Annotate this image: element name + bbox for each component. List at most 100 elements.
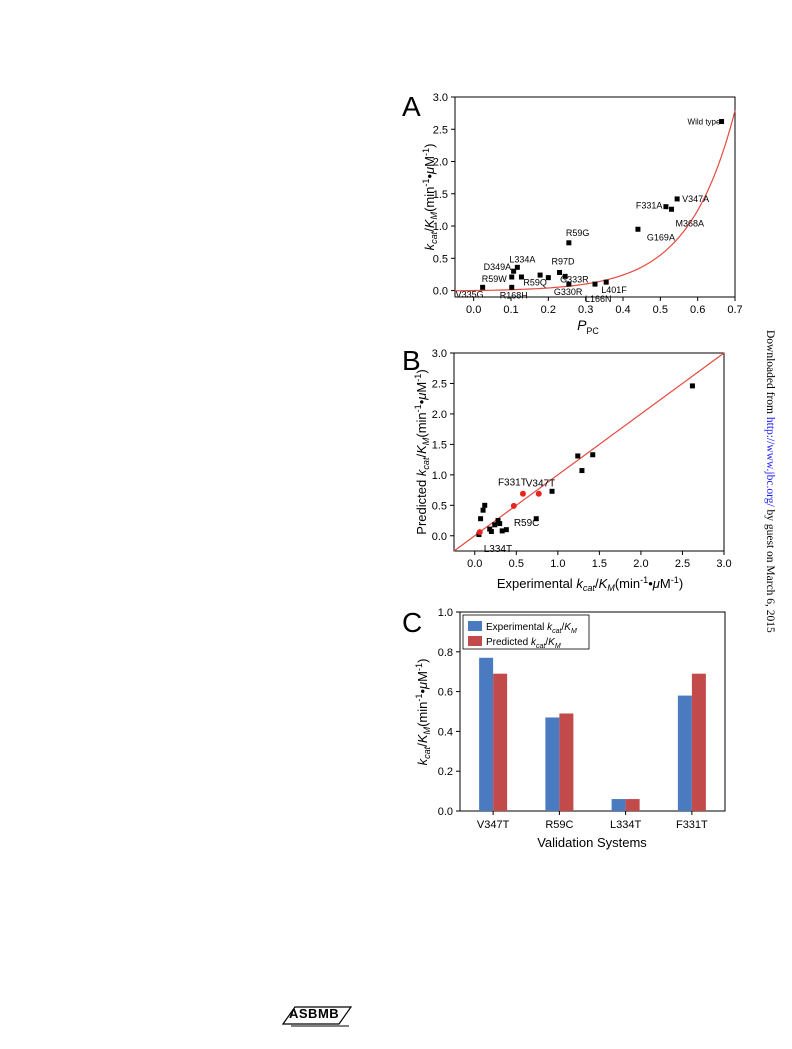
point-label: R59G [566, 228, 590, 238]
point-label: R59W [482, 274, 508, 284]
legend-label: Experimental kcat/KM [486, 622, 577, 635]
x-tick-label: 0.0 [466, 304, 481, 316]
data-point [509, 274, 515, 280]
validation-point [519, 490, 526, 497]
training-point [575, 453, 581, 459]
x-tick-label: 0.6 [690, 304, 705, 316]
point-label: L334A [509, 254, 535, 264]
y-tick-label: 0.0 [438, 806, 453, 818]
y-tick-label: 0.5 [433, 253, 448, 265]
training-point [492, 522, 498, 528]
x-tick-label: 2.5 [675, 558, 690, 570]
panel-a-frame [454, 96, 736, 298]
training-point [590, 452, 596, 458]
training-point [482, 502, 488, 508]
x-axis-label: PPC [577, 317, 599, 336]
y-axis-label-text: kcat/KM(min-1•μM-1) [414, 659, 432, 766]
data-point [674, 196, 680, 202]
panel-a-letter: A [402, 91, 421, 122]
y-tick-label: 0.8 [438, 647, 453, 659]
y-tick-label: 3.0 [432, 348, 447, 360]
bar-predicted [559, 713, 574, 811]
logo-text: ASBMB [289, 1006, 340, 1021]
point-label: F331A [636, 201, 663, 211]
x-tick-label: 0.5 [653, 304, 668, 316]
download-link[interactable]: http://www.jbc.org/ [764, 416, 776, 507]
y-tick-label: 0.0 [432, 531, 447, 543]
training-point [488, 529, 494, 535]
x-tick-label: 0.1 [503, 304, 518, 316]
x-tick-label: 1.0 [550, 558, 565, 570]
point-label: G333R [560, 274, 589, 284]
panel-c-letter: C [402, 607, 422, 638]
data-point [557, 269, 563, 275]
x-tick-label: 2.0 [633, 558, 648, 570]
bar-experimental [479, 657, 494, 811]
x-axis-label-text: Experimental kcat/KM(min-1•μM-1) [497, 575, 683, 593]
data-point [518, 274, 524, 280]
point-label: R97D [552, 256, 576, 266]
y-tick-label: 0.4 [438, 726, 453, 738]
data-point [562, 273, 568, 279]
y-tick-label: 0.2 [438, 766, 453, 778]
validation-point [510, 502, 517, 509]
training-point [689, 383, 695, 389]
data-point [566, 240, 572, 246]
bar-experimental [545, 717, 560, 811]
training-point [549, 488, 555, 494]
y-tick-label: 2.0 [432, 409, 447, 421]
validation-point [535, 490, 542, 497]
training-point [478, 516, 484, 522]
bar-predicted [625, 799, 640, 811]
download-prefix: Downloaded from [764, 330, 776, 414]
training-point [533, 516, 539, 522]
panel-c: C 0.0 0.2 0.4 0.6 0.8 1.0 V347T R59C L334T F331T Ex… [402, 607, 726, 850]
validation-label: R59C [514, 518, 540, 529]
bar-experimental [611, 799, 626, 811]
data-point [603, 279, 609, 285]
data-point [509, 284, 515, 290]
training-point [495, 518, 501, 524]
data-point [545, 275, 551, 281]
validation-label: V347T [526, 479, 555, 490]
x-tick-label: 1.5 [592, 558, 607, 570]
y-tick-label: 1.5 [432, 439, 447, 451]
y-axis-label: kcat/KM(min-1•μM-1) [421, 144, 439, 251]
training-point [497, 521, 503, 527]
y-tick-label: 0.6 [438, 687, 453, 699]
bar-predicted [691, 673, 706, 811]
point-label: V335G [456, 289, 484, 299]
y-tick-label: 1.5 [433, 189, 448, 201]
legend-box [462, 614, 590, 650]
x-tick-label: 0.5 [509, 558, 524, 570]
category-label: V347T [477, 819, 510, 831]
y-tick-label: 2.5 [433, 124, 448, 136]
x-tick-label: 0.4 [615, 304, 630, 316]
data-point [511, 268, 517, 274]
panel-a: A 0.0 0.1 0.2 0.3 0.4 0.5 0.6 0.7 0.0 0.5 1.0 1.5 2.0… [402, 91, 743, 336]
point-label: D349A [484, 262, 512, 272]
point-label: M368A [676, 218, 705, 228]
bar-predicted [493, 673, 508, 811]
y-tick-label: 1.0 [433, 221, 448, 233]
x-tick-label: 0.7 [727, 304, 742, 316]
panel-b-letter: B [402, 345, 421, 376]
validation-point [476, 529, 483, 536]
legend-label: Predicted kcat/KM [486, 637, 561, 650]
data-point [663, 204, 669, 210]
y-tick-label: 3.0 [433, 92, 448, 104]
x-tick-label: 3.0 [716, 558, 731, 570]
y-tick-label: 2.0 [433, 157, 448, 169]
panel-b-frame [453, 352, 725, 552]
identity-line [453, 352, 725, 552]
validation-label: L334T [484, 544, 512, 555]
y-tick-label: 0.0 [433, 286, 448, 298]
y-axis-label-text: kcat/KM(min-1•μM-1) [421, 144, 439, 251]
training-point [499, 528, 505, 534]
point-label: G169A [647, 232, 675, 242]
validation-label: F331T [498, 478, 527, 489]
data-point [537, 272, 543, 278]
point-label: R59Q [523, 278, 547, 288]
category-label: F331T [676, 819, 708, 831]
